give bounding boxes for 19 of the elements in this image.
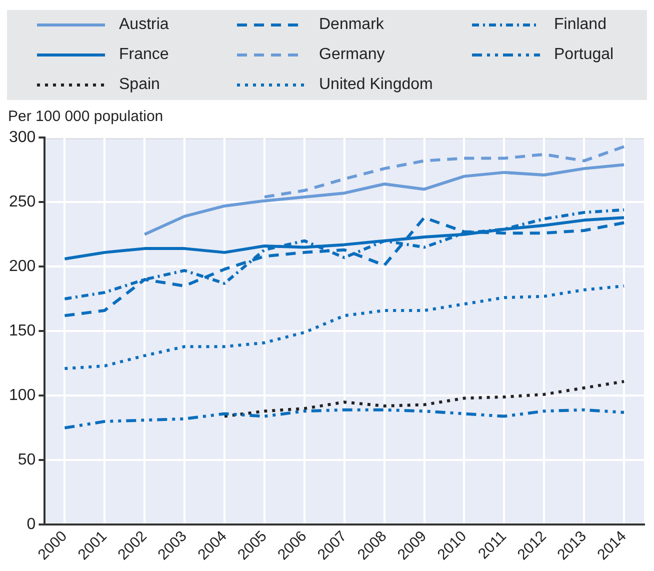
line-series	[63, 408, 626, 430]
legend-label: Austria	[119, 16, 169, 34]
line-series	[63, 284, 626, 370]
legend-label: Germany	[319, 46, 385, 64]
legend-label: United Kingdom	[319, 76, 433, 94]
y-tick-label: 300	[8, 129, 36, 146]
legend-label: Spain	[119, 76, 160, 94]
y-tick-label: 0	[26, 516, 36, 534]
y-tick-label: 250	[8, 194, 36, 211]
y-tick-label: 100	[8, 387, 36, 404]
legend-label: Finland	[554, 16, 606, 34]
legend-label: France	[119, 46, 169, 64]
y-axis-title: Per 100 000 population	[8, 108, 164, 125]
legend-label: Denmark	[319, 16, 384, 34]
legend-label: Portugal	[554, 46, 614, 64]
line-series	[222, 380, 626, 418]
y-tick-label: 50	[18, 452, 36, 469]
y-tick-label: 200	[8, 258, 36, 276]
y-tick-label: 150	[8, 322, 36, 340]
